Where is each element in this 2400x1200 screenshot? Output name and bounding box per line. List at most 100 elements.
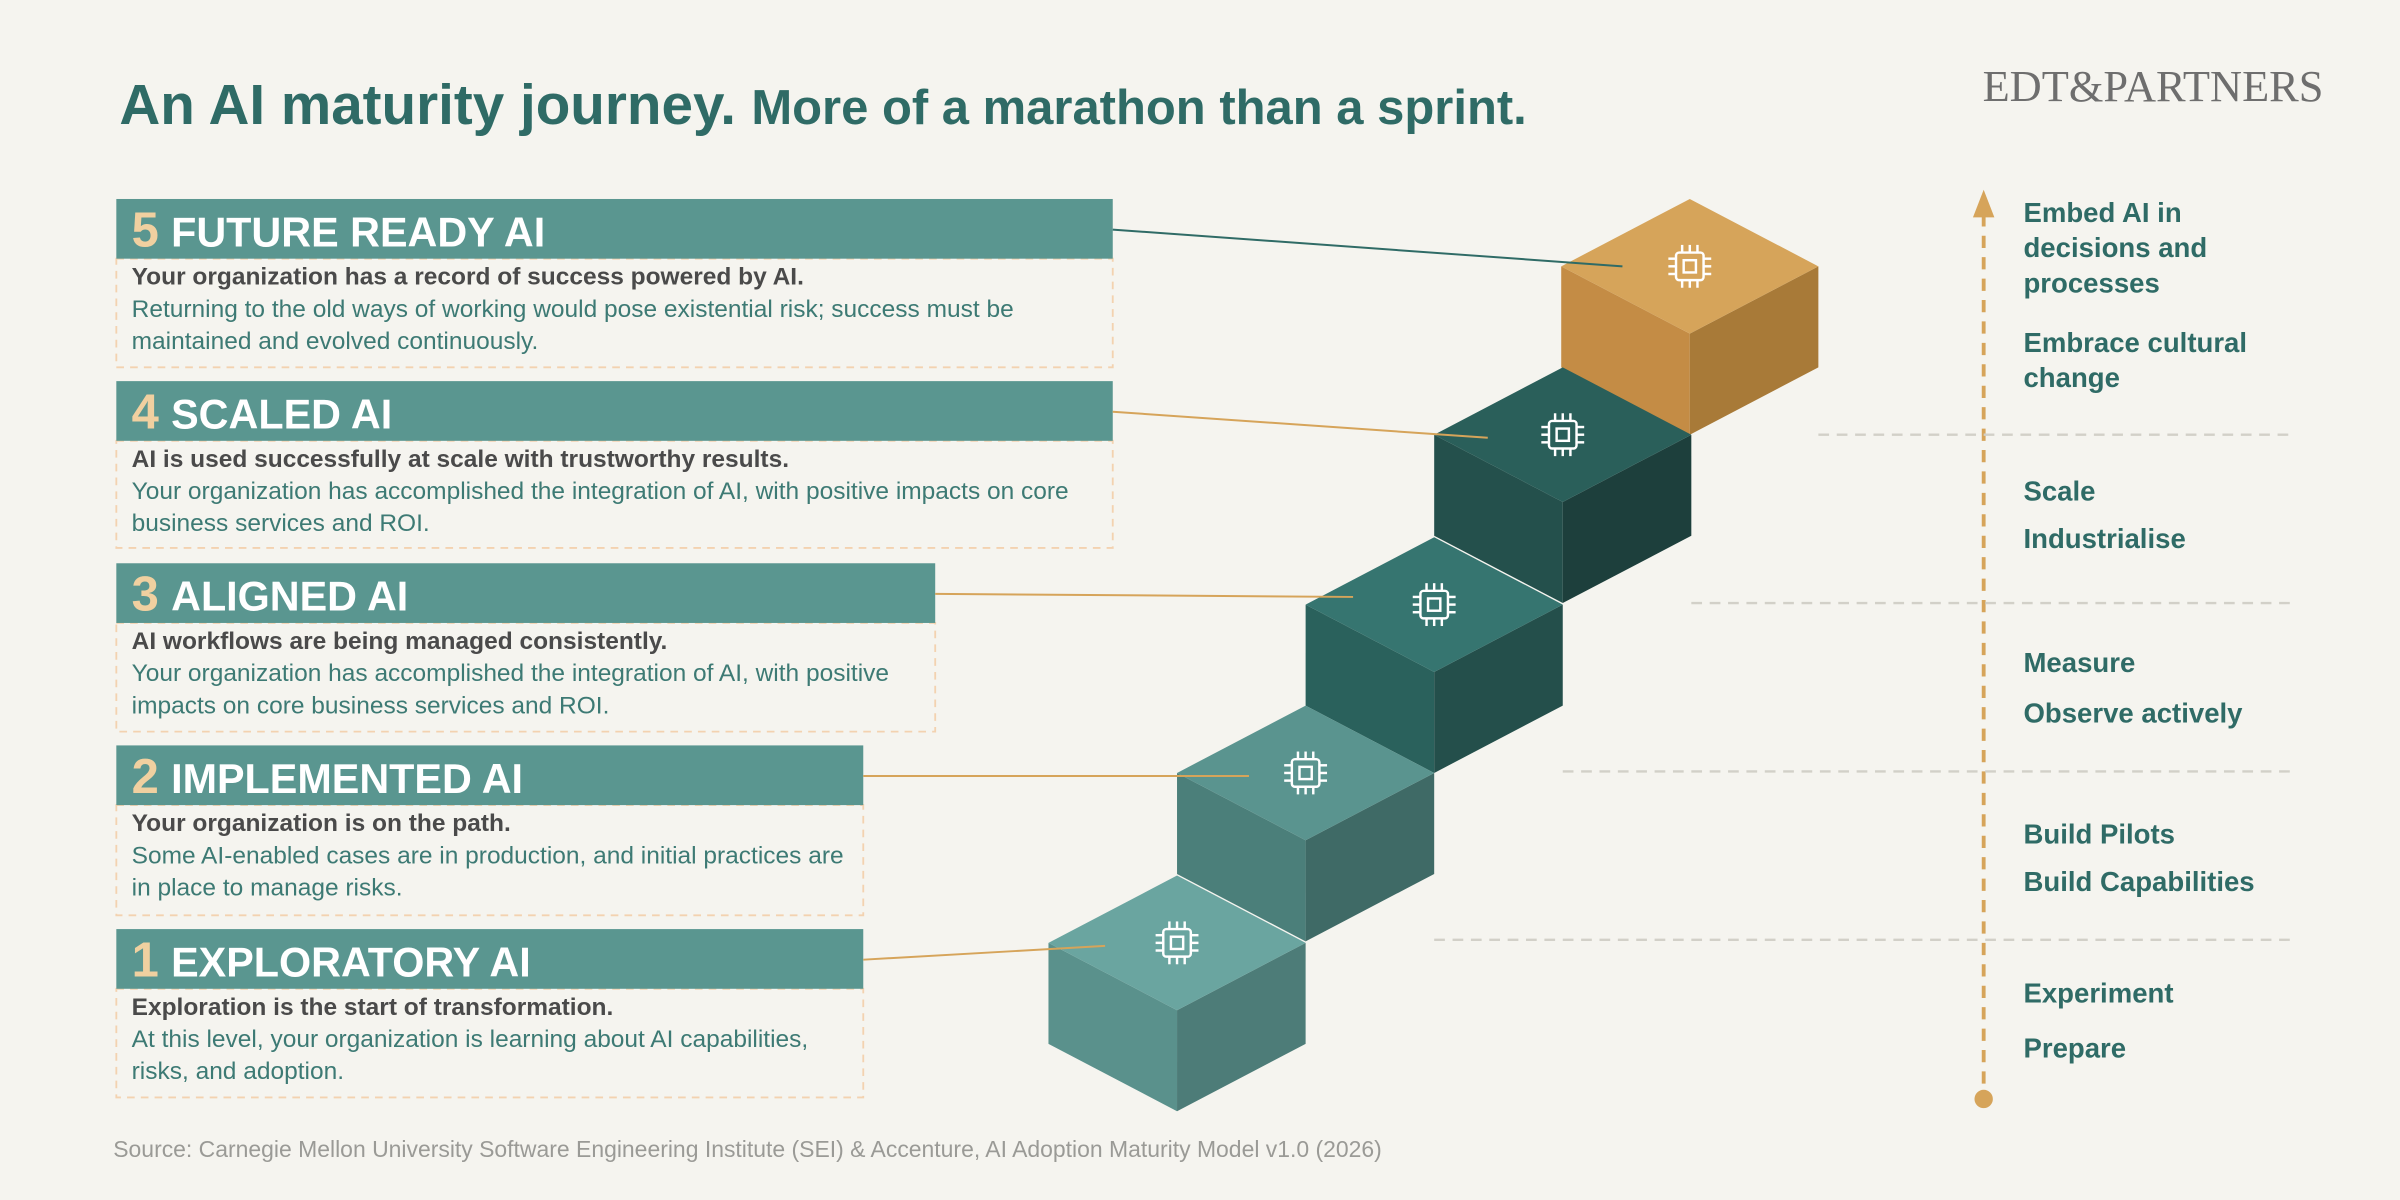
level-title: 5 FUTURE READY AI: [132, 203, 546, 257]
action: Experiment: [2023, 978, 2174, 1009]
level-body: Returning to the old ways of working wou…: [131, 296, 1014, 356]
connector: [935, 592, 1354, 598]
cube-left: [1305, 604, 1435, 773]
cube-left: [1177, 772, 1306, 942]
connector: [1112, 228, 1623, 268]
arrow-head: [1972, 189, 1995, 218]
cube-icon: [1541, 413, 1585, 457]
level-body: Your organization has accomplished the i…: [131, 661, 890, 720]
level-bar: [116, 745, 864, 806]
level-number: 3: [132, 568, 159, 622]
action: Build Pilots: [2023, 818, 2175, 850]
arrow-dot: [1974, 1089, 1993, 1109]
cube-icon: [1155, 921, 1199, 965]
icon-core: [1426, 597, 1442, 612]
level-headline: AI is used successfully at scale with tr…: [131, 446, 790, 473]
action-box: Experiment: [2023, 978, 2174, 1009]
level-body-box: Returning to the old ways of working wou…: [131, 296, 1014, 356]
cube-left: [1561, 266, 1690, 435]
action: Prepare: [2023, 1033, 2127, 1064]
icon-core: [1555, 427, 1571, 443]
action-box: Observe actively: [2023, 697, 2243, 729]
level-body: Your organization has accomplished the i…: [131, 479, 1069, 538]
connector: [1112, 410, 1488, 439]
level-body: At this level, your organization is lear…: [131, 1027, 809, 1086]
cube-left: [1048, 942, 1178, 1112]
level-body-box: At this level, your organization is lear…: [131, 1027, 809, 1086]
level-headline-box: Exploration is the start of transformati…: [131, 994, 614, 1021]
icon-core: [1682, 258, 1698, 274]
icon-core: [1298, 765, 1313, 781]
cube-top: [1434, 367, 1692, 503]
level-title: 4 SCALED AI: [132, 386, 393, 440]
level-bar: [116, 563, 936, 623]
action-box: Build Capabilities: [2023, 866, 2255, 897]
action: Measure: [2023, 647, 2136, 679]
title-sub: More of a marathon than a sprint.: [751, 81, 1526, 135]
level-bar: [116, 381, 1113, 441]
level-title: 1 EXPLORATORY AI: [132, 934, 531, 988]
cube-right: [1689, 266, 1819, 435]
cube: [1561, 198, 1819, 435]
level-name: ALIGNED AI: [171, 574, 408, 620]
action-box: Embrace cultural change: [2023, 327, 2248, 394]
action-box: Measure: [2023, 647, 2136, 679]
action-box: Scale: [2023, 476, 2096, 507]
cube-top: [1048, 875, 1306, 1011]
icon-core: [1169, 935, 1185, 951]
action: Observe actively: [2023, 697, 2243, 729]
level-name: IMPLEMENTED AI: [171, 756, 523, 802]
level-number: 4: [132, 386, 159, 440]
cube-right: [1177, 942, 1306, 1112]
action-box: Embed AI in decisions and processes: [2023, 197, 2208, 299]
action: Industrialise: [2023, 523, 2186, 555]
title-main: An AI maturity journey.: [119, 74, 736, 137]
action: Build Capabilities: [2023, 866, 2255, 897]
level-name: SCALED AI: [171, 392, 392, 438]
level-headline-box: AI is used successfully at scale with tr…: [131, 446, 790, 473]
cube-right: [1305, 772, 1435, 942]
cube-left: [1434, 434, 1563, 604]
level-bar: [116, 198, 1113, 259]
connector: [863, 944, 1106, 961]
level-name: EXPLORATORY AI: [171, 940, 531, 986]
level-body-box: Your organization has accomplished the i…: [131, 661, 890, 720]
cube: [1434, 367, 1692, 604]
cube: [1177, 705, 1435, 942]
level-box: [115, 622, 937, 733]
level-headline: Your organization has a record of succes…: [131, 264, 804, 291]
cube-icon: [1668, 244, 1712, 288]
level-body-box: Your organization has accomplished the i…: [131, 479, 1069, 538]
level-headline-box: AI workflows are being managed consisten…: [131, 629, 668, 656]
cube-top: [1177, 705, 1435, 841]
level-bar: [116, 929, 864, 989]
level-title: 3 ALIGNED AI: [132, 568, 409, 622]
source: Source: Carnegie Mellon University Softw…: [113, 1136, 1382, 1162]
level-headline: Your organization is on the path.: [131, 811, 511, 838]
cube-right: [1562, 434, 1692, 604]
action: Embrace cultural change: [2023, 327, 2248, 394]
level-body: Some AI-enabled cases are in production,…: [131, 843, 844, 902]
title: An AI maturity journey. More of a maratho…: [119, 74, 1526, 137]
level-number: 5: [132, 203, 159, 257]
action: Scale: [2023, 476, 2096, 507]
action-box: Prepare: [2023, 1033, 2127, 1064]
level-name: FUTURE READY AI: [171, 209, 545, 255]
level-body-box: Some AI-enabled cases are in production,…: [131, 843, 844, 902]
cube-top: [1561, 198, 1819, 334]
cube: [1048, 875, 1306, 1112]
cube-icon: [1284, 751, 1328, 795]
logo: EDT&PARTNERS: [1983, 61, 2324, 111]
level-headline-box: Your organization has a record of succes…: [131, 264, 804, 291]
action: Embed AI in decisions and processes: [2023, 197, 2208, 299]
cube-right: [1434, 604, 1563, 773]
level-headline-box: Your organization is on the path.: [131, 811, 511, 838]
level-headline: Exploration is the start of transformati…: [131, 994, 614, 1021]
level-title: 2 IMPLEMENTED AI: [132, 750, 523, 804]
level-headline: AI workflows are being managed consisten…: [131, 629, 668, 656]
action-box: Build Pilots: [2023, 818, 2175, 850]
cube-icon: [1412, 583, 1456, 627]
action-box: Industrialise: [2023, 523, 2186, 555]
